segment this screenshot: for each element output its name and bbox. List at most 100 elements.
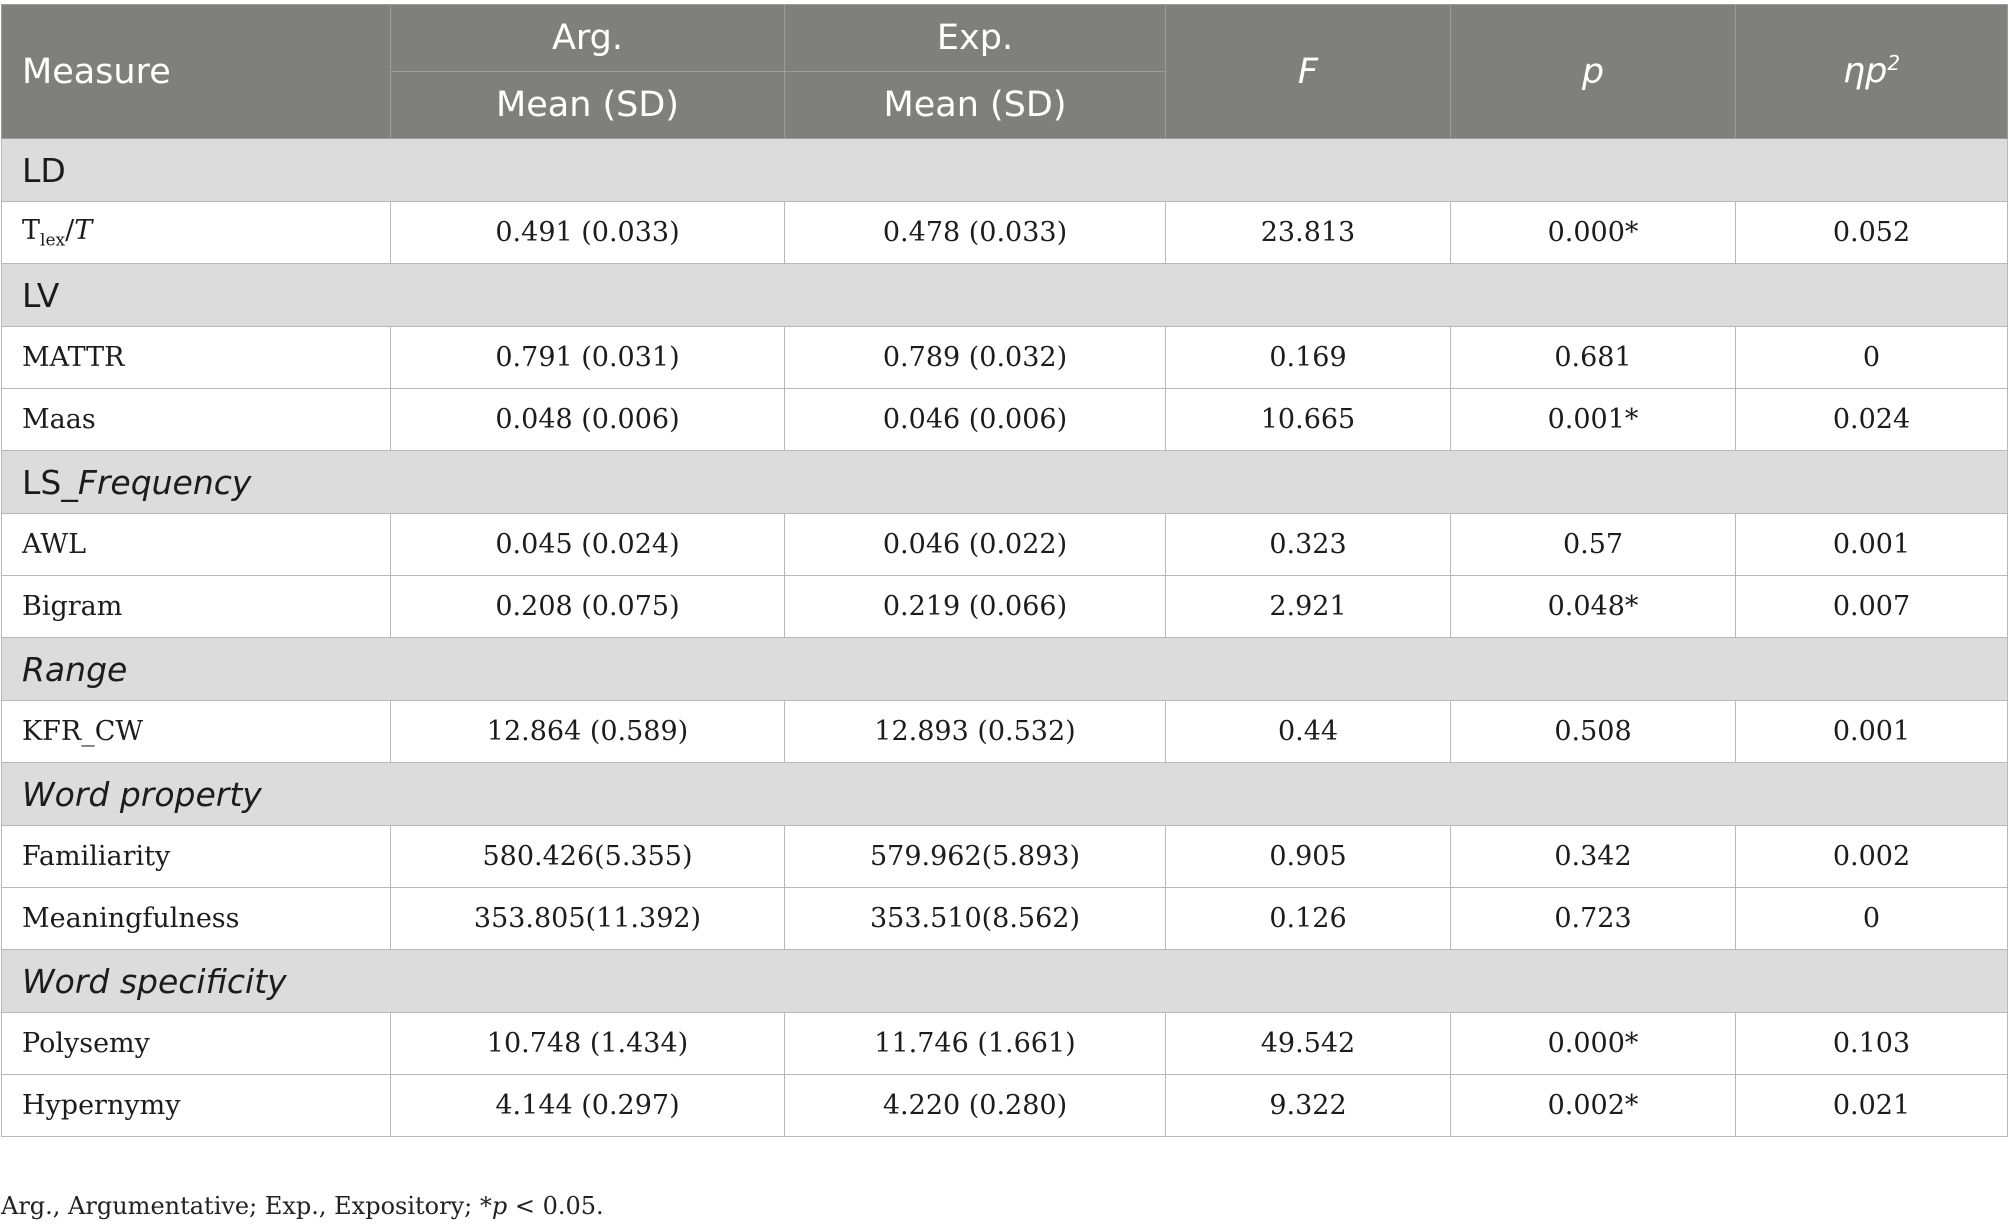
f-value-cell: 2.921	[1165, 575, 1451, 638]
measure-prefix: T	[22, 214, 41, 246]
section-row: LS_Frequency	[1, 450, 2008, 514]
arg-value-cell: 0.491 (0.033)	[390, 201, 785, 264]
arg-value-cell: 353.805(11.392)	[390, 887, 785, 950]
exp-value-cell: 12.893 (0.532)	[784, 700, 1166, 763]
p-value-cell: 0.002*	[1450, 1074, 1736, 1137]
measure-cell: AWL	[1, 513, 391, 576]
footnote-text: Arg., Argumentative; Exp., Expository; *	[1, 1192, 492, 1220]
measure-cell: MATTR	[1, 326, 391, 389]
arg-value-cell: 580.426(5.355)	[390, 825, 785, 888]
arg-value-cell: 0.048 (0.006)	[390, 388, 785, 451]
section-row: LD	[1, 138, 2008, 202]
p-value-cell: 0.57	[1450, 513, 1736, 576]
table-row: Maas 0.048 (0.006) 0.046 (0.006) 10.665 0.00…	[1, 388, 2008, 451]
table-row: Bigram 0.208 (0.075) 0.219 (0.066) 2.921 0.0…	[1, 575, 2008, 638]
section-title-plain: LS_	[22, 462, 78, 502]
header-row-1: Measure Arg. Exp. F p ηp2	[1, 4, 2008, 139]
measure-cell: Tlex/T	[1, 201, 391, 264]
section-title: Range	[1, 637, 2008, 701]
table-row: AWL 0.045 (0.024) 0.046 (0.022) 0.323 0.57 0.…	[1, 513, 2008, 576]
exp-value-cell: 0.046 (0.006)	[784, 388, 1166, 451]
eta-value-cell: 0.021	[1735, 1074, 2008, 1137]
p-value-cell: 0.000*	[1450, 201, 1736, 264]
footnote-p-symbol: p	[491, 1192, 508, 1220]
f-column-header: F	[1165, 4, 1451, 139]
p-value-cell: 0.681	[1450, 326, 1736, 389]
exp-value-cell: 4.220 (0.280)	[784, 1074, 1166, 1137]
section-title: Word property	[1, 762, 2008, 826]
p-column-header: p	[1450, 4, 1736, 139]
header-row-2: Mean (SD) Mean (SD)	[2, 71, 2008, 139]
table-body: LD Tlex/T 0.491 (0.033) 0.478 (0.033) 23.813…	[1, 138, 2008, 1137]
arg-mean-sd-header: Mean (SD)	[390, 71, 785, 139]
section-row: Word property	[1, 762, 2008, 826]
exp-value-cell: 0.789 (0.032)	[784, 326, 1166, 389]
f-value-cell: 49.542	[1165, 1012, 1451, 1075]
table-row: Meaningfulness 353.805(11.392) 353.510(8.5…	[1, 887, 2008, 950]
eta-column-header: ηp2	[1735, 4, 2008, 139]
eta-value-cell: 0.007	[1735, 575, 2008, 638]
measure-column-header: Measure	[1, 4, 391, 139]
f-value-cell: 0.126	[1165, 887, 1451, 950]
eta-value-cell: 0	[1735, 326, 2008, 389]
eta-value-cell: 0.052	[1735, 201, 2008, 264]
table-row: Tlex/T 0.491 (0.033) 0.478 (0.033) 23.813 0.…	[1, 201, 2008, 264]
measure-subscript: lex	[40, 230, 66, 251]
eta-symbol: ηp	[1842, 51, 1888, 92]
f-value-cell: 23.813	[1165, 201, 1451, 264]
eta-superscript: 2	[1887, 51, 1901, 76]
section-row: Word specificity	[1, 949, 2008, 1013]
eta-value-cell: 0.002	[1735, 825, 2008, 888]
p-value-cell: 0.508	[1450, 700, 1736, 763]
exp-value-cell: 353.510(8.562)	[784, 887, 1166, 950]
section-title: LD	[1, 138, 2008, 202]
f-value-cell: 9.322	[1165, 1074, 1451, 1137]
measure-cell: Bigram	[1, 575, 391, 638]
measure-cell: Polysemy	[1, 1012, 391, 1075]
results-table: Measure Arg. Exp. F p ηp2 Mean (SD) Mean…	[1, 4, 2008, 1137]
section-row: Range	[1, 637, 2008, 701]
measure-cell: Hypernymy	[1, 1074, 391, 1137]
table-row: Hypernymy 4.144 (0.297) 4.220 (0.280) 9.322…	[1, 1074, 2008, 1137]
table-row: Polysemy 10.748 (1.434) 11.746 (1.661) 49.5…	[1, 1012, 2008, 1075]
f-value-cell: 10.665	[1165, 388, 1451, 451]
p-value-cell: 0.723	[1450, 887, 1736, 950]
arg-column-header: Arg.	[390, 4, 785, 72]
footnote: Arg., Argumentative; Exp., Expository; *…	[1, 1192, 604, 1220]
measure-cell: Meaningfulness	[1, 887, 391, 950]
section-title-italic: Frequency	[77, 462, 252, 502]
eta-value-cell: 0.001	[1735, 513, 2008, 576]
table-row: MATTR 0.791 (0.031) 0.789 (0.032) 0.169 0.68…	[1, 326, 2008, 389]
section-row: LV	[1, 263, 2008, 327]
exp-value-cell: 579.962(5.893)	[784, 825, 1166, 888]
measure-suffix: /	[65, 214, 75, 246]
measure-cell: KFR_CW	[1, 700, 391, 763]
arg-value-cell: 0.045 (0.024)	[390, 513, 785, 576]
section-title: LV	[1, 263, 2008, 327]
arg-value-cell: 10.748 (1.434)	[390, 1012, 785, 1075]
f-value-cell: 0.323	[1165, 513, 1451, 576]
exp-value-cell: 0.046 (0.022)	[784, 513, 1166, 576]
exp-mean-sd-header: Mean (SD)	[784, 71, 1166, 139]
arg-value-cell: 12.864 (0.589)	[390, 700, 785, 763]
arg-value-cell: 0.791 (0.031)	[390, 326, 785, 389]
arg-value-cell: 4.144 (0.297)	[390, 1074, 785, 1137]
section-title: LS_Frequency	[1, 450, 2008, 514]
eta-value-cell: 0.024	[1735, 388, 2008, 451]
eta-value-cell: 0.001	[1735, 700, 2008, 763]
exp-value-cell: 11.746 (1.661)	[784, 1012, 1166, 1075]
table-row: Familiarity 580.426(5.355) 579.962(5.893) 0…	[1, 825, 2008, 888]
measure-cell: Familiarity	[1, 825, 391, 888]
eta-value-cell: 0	[1735, 887, 2008, 950]
exp-value-cell: 0.478 (0.033)	[784, 201, 1166, 264]
exp-column-header: Exp.	[784, 4, 1166, 72]
table-row: KFR_CW 12.864 (0.589) 12.893 (0.532) 0.44 0.…	[1, 700, 2008, 763]
p-value-cell: 0.000*	[1450, 1012, 1736, 1075]
p-value-cell: 0.001*	[1450, 388, 1736, 451]
f-value-cell: 0.905	[1165, 825, 1451, 888]
f-value-cell: 0.44	[1165, 700, 1451, 763]
exp-value-cell: 0.219 (0.066)	[784, 575, 1166, 638]
arg-value-cell: 0.208 (0.075)	[390, 575, 785, 638]
measure-cell: Maas	[1, 388, 391, 451]
eta-value-cell: 0.103	[1735, 1012, 2008, 1075]
